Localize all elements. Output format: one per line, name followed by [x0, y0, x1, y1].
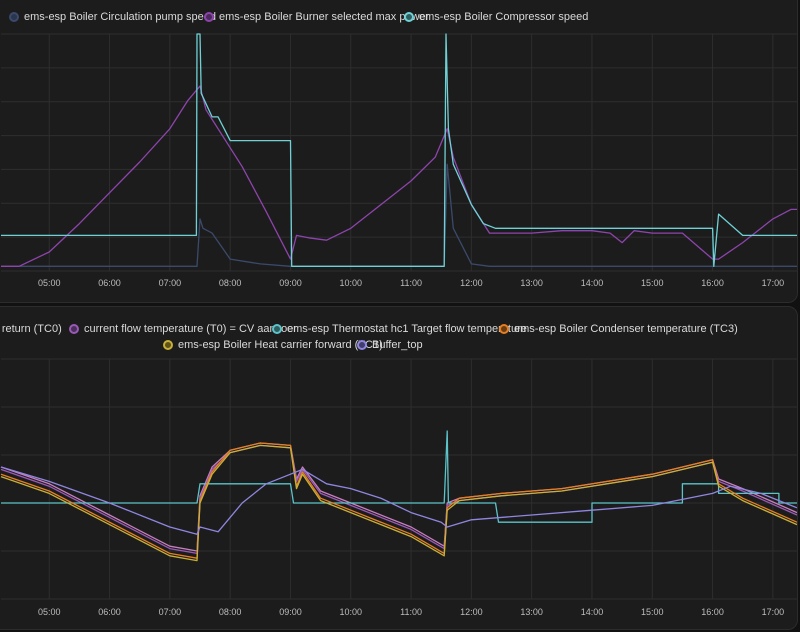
legend-label-buffer: Buffer_top [372, 339, 423, 351]
x-tick-label: 13:00 [520, 607, 543, 617]
legend-item-circulation[interactable]: ems-esp Boiler Circulation pump speed [9, 11, 216, 23]
series-line-buffer[interactable] [0, 466, 797, 535]
series-line-tc0[interactable] [0, 442, 797, 552]
x-tick-label: 16:00 [701, 607, 724, 617]
legend-item-condenser[interactable]: ems-esp Boiler Condenser temperature (TC… [499, 323, 738, 335]
legend-label-condenser: ems-esp Boiler Condenser temperature (TC… [514, 323, 738, 335]
legend-label-compressor: ems-esp Boiler Compressor speed [419, 11, 589, 23]
x-tick-label: 13:00 [520, 278, 543, 288]
x-tick-label: 10:00 [339, 607, 362, 617]
legend-label-tc0: er return (TC0) [0, 323, 62, 335]
series-line-circulation[interactable] [1, 163, 797, 267]
x-tick-label: 06:00 [98, 607, 121, 617]
legend-label-target: ems-esp Thermostat hc1 Target flow tempe… [287, 323, 527, 335]
legend-item-heatcarrier[interactable]: ems-esp Boiler Heat carrier forward (TC1… [163, 339, 383, 351]
x-tick-label: 16:00 [701, 278, 724, 288]
x-tick-label: 10:00 [339, 278, 362, 288]
series-line-burner[interactable] [1, 85, 797, 267]
x-tick-label: 09:00 [279, 278, 302, 288]
legend-dot-buffer [357, 340, 367, 350]
x-tick-label: 07:00 [159, 607, 182, 617]
legend-item-burner[interactable]: ems-esp Boiler Burner selected max power [204, 11, 429, 23]
legend-dot-target [272, 324, 282, 334]
x-tick-label: 12:00 [460, 278, 483, 288]
x-tick-label: 11:00 [400, 278, 422, 288]
legend-item-compressor[interactable]: ems-esp Boiler Compressor speed [404, 11, 588, 23]
x-tick-label: 08:00 [219, 607, 242, 617]
legend-label-circulation: ems-esp Boiler Circulation pump speed [24, 11, 216, 23]
x-tick-label: 15:00 [641, 278, 664, 288]
legend-item-flow[interactable]: current flow temperature (T0) = CV aanvo… [69, 323, 297, 335]
x-tick-label: 05:00 [38, 607, 61, 617]
chart-card-temperatures: er return (TC0) current flow temperature… [0, 306, 798, 630]
x-tick-label: 07:00 [159, 278, 182, 288]
legend-dot-circulation [9, 12, 19, 22]
x-tick-label: 14:00 [581, 607, 604, 617]
series-line-target[interactable] [1, 430, 797, 523]
x-tick-label: 12:00 [460, 607, 483, 617]
series-line-heatcarrier[interactable] [0, 444, 797, 562]
plot-temperatures[interactable]: 05:00 06:00 07:00 08:00 09:00 10:00 11:00 12:00… [0, 307, 797, 629]
legend-label-burner: ems-esp Boiler Burner selected max power [219, 11, 430, 23]
legend-dot-condenser [499, 324, 509, 334]
series-line-flow[interactable] [0, 444, 797, 555]
x-tick-label: 06:00 [98, 278, 121, 288]
legend-label-heatcarrier: ems-esp Boiler Heat carrier forward (TC1… [178, 339, 383, 351]
chart-card-power: ems-esp Boiler Circulation pump speed em… [0, 0, 798, 303]
legend-item-target[interactable]: ems-esp Thermostat hc1 Target flow tempe… [272, 323, 527, 335]
legend-dot-flow [69, 324, 79, 334]
x-tick-label: 08:00 [219, 278, 242, 288]
x-tick-label: 14:00 [581, 278, 604, 288]
legend-dot-compressor [404, 12, 414, 22]
x-tick-label: 17:00 [762, 278, 785, 288]
legend-label-flow: current flow temperature (T0) = CV aanvo… [84, 323, 298, 335]
x-tick-label: 11:00 [400, 607, 422, 617]
x-tick-label: 09:00 [279, 607, 302, 617]
legend-item-buffer[interactable]: Buffer_top [357, 339, 423, 351]
legend-dot-heatcarrier [163, 340, 173, 350]
legend-item-tc0[interactable]: er return (TC0) [0, 323, 62, 335]
series-line-compressor[interactable] [1, 33, 797, 267]
x-tick-label: 15:00 [641, 607, 664, 617]
legend-dot-burner [204, 12, 214, 22]
x-tick-label: 05:00 [38, 278, 61, 288]
plot-power[interactable]: 05:00 06:00 07:00 08:00 09:00 10:00 11:00 12:00… [0, 0, 797, 302]
x-tick-label: 17:00 [762, 607, 785, 617]
